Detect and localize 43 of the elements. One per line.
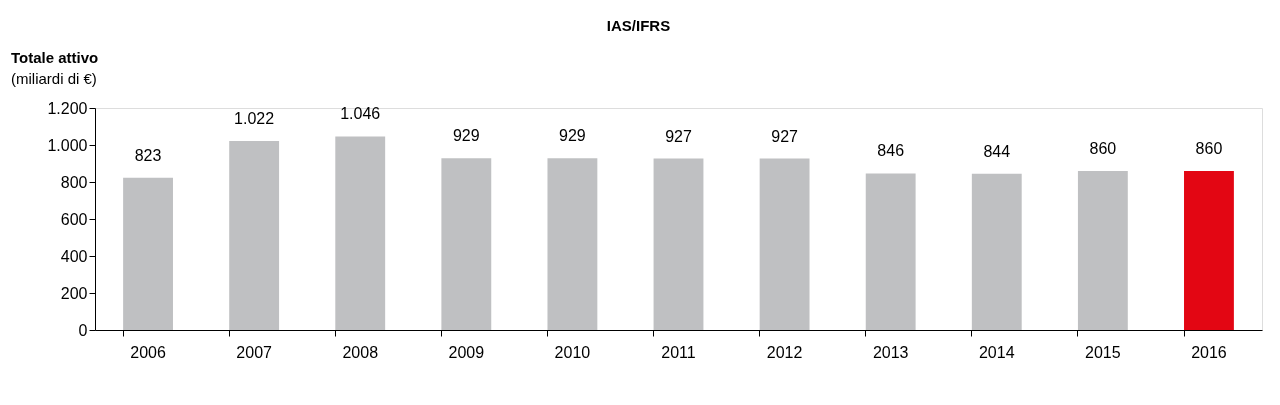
chart-title: IAS/IFRS (606, 17, 671, 34)
bar (759, 158, 810, 330)
data-label: 860 (1195, 139, 1223, 157)
bar (653, 158, 704, 330)
data-label: 860 (1089, 139, 1117, 157)
data-label: 844 (983, 142, 1011, 160)
y-tick-label: 200 (60, 284, 88, 302)
x-tick-label: 2008 (342, 343, 379, 361)
x-tick-label: 2007 (236, 343, 273, 361)
bar (1184, 170, 1234, 330)
data-label: 929 (452, 127, 480, 145)
data-label: 927 (771, 127, 799, 145)
data-label: 846 (877, 142, 905, 160)
bar (441, 158, 492, 330)
x-tick-label: 2012 (766, 343, 803, 361)
text: (miliardi di €) (11, 70, 97, 87)
y-tick-label: 0 (78, 321, 88, 339)
data-label: 927 (665, 127, 692, 145)
bar (229, 140, 280, 330)
x-tick-label: 2016 (1191, 343, 1227, 361)
y-tick-label: 1.200 (47, 99, 88, 117)
x-tick-label: 2014 (978, 343, 1015, 361)
y-tick-label: 600 (60, 210, 88, 228)
data-label: 1.046 (340, 105, 381, 123)
x-tick-label: 2011 (661, 343, 696, 361)
bar (971, 173, 1022, 330)
x-tick-label: 2006 (130, 343, 166, 361)
bar (547, 158, 598, 330)
data-label: 929 (559, 127, 586, 145)
x-tick-label: 2010 (554, 343, 591, 361)
x-tick-label: 2009 (448, 343, 485, 361)
y-tick-label: 800 (60, 173, 88, 191)
x-tick-label: 2015 (1085, 343, 1121, 361)
bar (335, 136, 386, 330)
y-axis-title: Totale attivo (11, 49, 99, 66)
bar (1077, 170, 1128, 330)
data-label: 1.022 (234, 109, 275, 127)
bar (865, 173, 916, 330)
data-label: 823 (134, 146, 162, 164)
bar (123, 177, 173, 330)
x-tick-label: 2013 (872, 343, 909, 361)
y-tick-label: 1.000 (47, 136, 88, 154)
y-tick-label: 400 (60, 247, 88, 265)
